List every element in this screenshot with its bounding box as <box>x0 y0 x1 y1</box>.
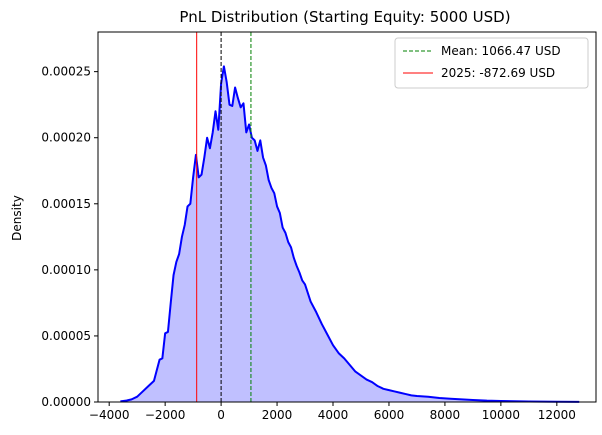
x-tick-label: 10000 <box>482 408 520 422</box>
y-tick-label: 0.00015 <box>41 197 91 211</box>
x-tick-label: 2000 <box>262 408 293 422</box>
y-tick-label: 0.00020 <box>41 131 91 145</box>
x-tick-label: 6000 <box>374 408 405 422</box>
x-tick-label: −4000 <box>89 408 130 422</box>
x-tick-label: 8000 <box>430 408 461 422</box>
density-line <box>120 65 580 403</box>
y-tick-label: 0.00000 <box>41 395 91 409</box>
x-tick-label: 12000 <box>538 408 576 422</box>
plot-frame <box>97 31 597 403</box>
legend-entry-label: Mean: 1066.47 USD <box>441 44 561 58</box>
y-axis-label: Density <box>10 195 24 241</box>
plot-area <box>120 65 580 403</box>
x-tick-label: 4000 <box>318 408 349 422</box>
reference-lines <box>196 32 252 402</box>
legend-box <box>394 37 589 89</box>
axes: −4000 −2000 0 2000 4000 6000 8000 10000 12000 0.0… <box>41 31 597 422</box>
y-tick-label: 0.00010 <box>41 263 91 277</box>
y-tick-label: 0.00005 <box>41 329 91 343</box>
legend: Mean: 1066.47 USD 2025: -872.69 USD <box>394 37 589 89</box>
x-tick-label: −2000 <box>145 408 186 422</box>
legend-entry-label: 2025: -872.69 USD <box>441 66 555 80</box>
density-fill <box>120 66 580 403</box>
chart-title: PnL Distribution (Starting Equity: 5000 … <box>179 8 510 26</box>
y-tick-label: 0.00025 <box>41 65 91 79</box>
x-tick-label: 0 <box>217 408 225 422</box>
